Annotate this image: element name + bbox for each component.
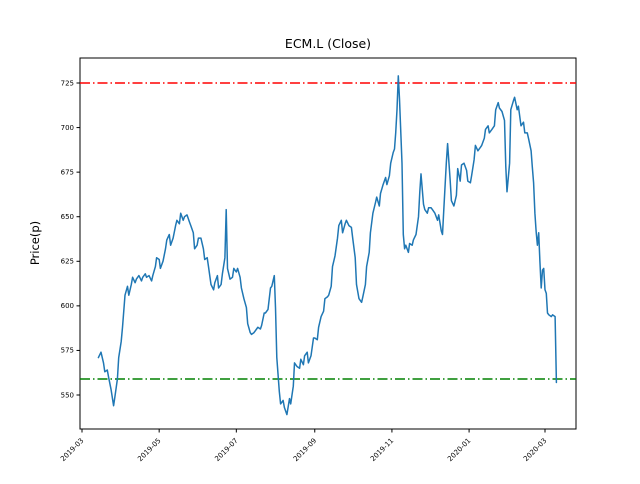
x-tick-label: 2020-01 [446,437,472,463]
axes-frame [79,57,577,430]
y-tick-label: 700 [61,124,74,132]
x-tick-label: 2019-05 [136,437,162,463]
y-tick-label: 675 [61,168,74,176]
y-tick-label: 725 [61,79,74,87]
y-tick-label: 650 [61,213,74,221]
y-tick-label: 600 [61,302,74,310]
price-line-series [97,75,558,416]
x-tick-label: 2019-03 [59,437,85,463]
y-tick-label: 575 [61,347,74,355]
x-tick-label: 2019-07 [213,437,239,463]
y-axis-label: Price(p) [28,221,42,265]
x-axis: 2019-03 2019-05 2019-07 2019-09 2019-11 2020-… [59,429,548,463]
x-tick-label: 2020-03 [522,437,548,463]
y-tick-label: 550 [61,391,74,399]
plot-area [80,75,576,416]
chart-title: ECM.L (Close) [285,36,371,51]
y-axis: 550 575 600 625 650 675 700 725 [61,79,80,399]
x-tick-label: 2019-09 [292,437,318,463]
y-tick-label: 625 [61,258,74,266]
x-tick-label: 2019-11 [369,437,395,463]
